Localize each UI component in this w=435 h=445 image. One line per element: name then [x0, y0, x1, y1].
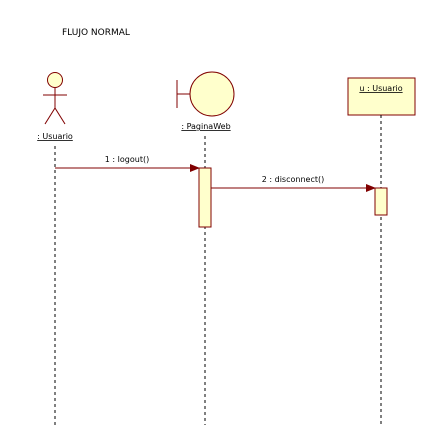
activation-object-usuario	[374, 187, 388, 216]
object-label: u : Usuario	[359, 84, 402, 93]
object-box	[347, 77, 416, 116]
boundary-paginaweb-icon	[176, 71, 235, 117]
activation-paginaweb	[198, 167, 212, 228]
actor-usuario-icon	[43, 72, 67, 125]
message-1-label: 1 : logout()	[105, 155, 149, 164]
message-2-label: 2 : disconnect()	[262, 175, 324, 184]
boundary-label: : PaginaWeb	[181, 122, 230, 131]
diagram-title: FLUJO NORMAL	[62, 28, 130, 38]
actor-label: : Usuario	[37, 132, 73, 141]
